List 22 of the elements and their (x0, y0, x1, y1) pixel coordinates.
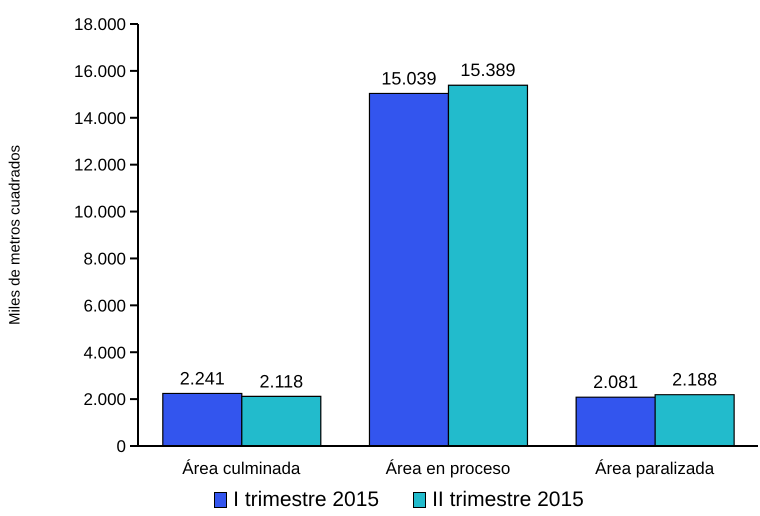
data-label: 15.039 (381, 68, 436, 88)
x-tick-label: Área culminada (182, 459, 301, 478)
x-tick-label: Área en proceso (386, 459, 510, 478)
y-tick-label: 4.000 (83, 343, 126, 362)
data-label: 15.389 (460, 60, 516, 80)
y-tick-label: 0 (116, 437, 126, 456)
y-tick-label: 6.000 (83, 296, 126, 316)
y-tick-label: 16.000 (74, 62, 126, 81)
y-tick-label: 10.000 (74, 202, 126, 222)
y-axis-title: Miles de metros cuadrados (6, 144, 24, 326)
data-label: 2.081 (593, 372, 638, 392)
legend-label: II trimestre 2015 (431, 488, 584, 512)
y-tick-label: 18.000 (74, 15, 126, 34)
y-tick-label: 8.000 (83, 249, 126, 268)
x-tick-label: Área paralizada (595, 459, 715, 478)
legend-label: I trimestre 2015 (232, 488, 380, 512)
data-label: 2.118 (259, 371, 304, 392)
y-tick-label: 12.000 (74, 156, 126, 175)
data-label: 2.241 (180, 368, 225, 388)
data-label: 2.188 (672, 370, 718, 390)
y-tick-label: 2.000 (83, 390, 126, 410)
y-tick-label: 14.000 (74, 108, 126, 128)
